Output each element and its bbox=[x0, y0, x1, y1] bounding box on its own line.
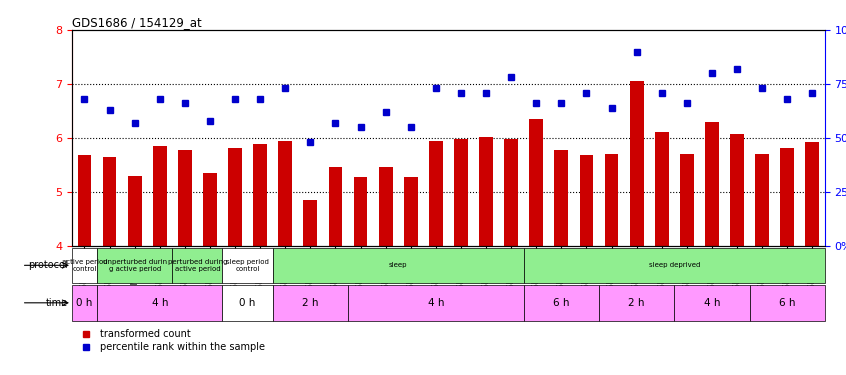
Bar bbox=[72, 248, 97, 283]
Bar bbox=[278, 141, 292, 246]
Bar bbox=[805, 142, 819, 246]
Bar bbox=[429, 141, 442, 246]
Text: sleep: sleep bbox=[389, 262, 408, 268]
Bar bbox=[272, 248, 524, 283]
Bar bbox=[479, 137, 493, 246]
Bar bbox=[404, 177, 418, 246]
Text: sleep deprived: sleep deprived bbox=[649, 262, 700, 268]
Text: unperturbed durin
g active period: unperturbed durin g active period bbox=[102, 259, 167, 272]
Bar bbox=[504, 139, 518, 246]
Bar bbox=[674, 285, 750, 321]
Bar bbox=[780, 147, 794, 246]
Bar bbox=[580, 155, 593, 246]
Bar bbox=[348, 285, 524, 321]
Bar bbox=[524, 285, 599, 321]
Text: 6 h: 6 h bbox=[779, 298, 795, 308]
Bar bbox=[629, 81, 644, 246]
Bar bbox=[203, 173, 217, 246]
Bar bbox=[530, 119, 543, 246]
Bar bbox=[599, 285, 674, 321]
Bar bbox=[354, 177, 367, 246]
Text: 4 h: 4 h bbox=[704, 298, 720, 308]
Bar bbox=[222, 248, 272, 283]
Text: perturbed during
active period: perturbed during active period bbox=[168, 259, 227, 272]
Bar bbox=[228, 147, 242, 246]
Text: GDS1686 / 154129_at: GDS1686 / 154129_at bbox=[72, 16, 201, 29]
Text: time: time bbox=[46, 298, 68, 308]
Bar bbox=[454, 139, 468, 246]
Bar bbox=[173, 248, 222, 283]
Bar bbox=[554, 150, 569, 246]
Bar bbox=[153, 146, 167, 246]
Bar bbox=[379, 168, 393, 246]
Bar bbox=[680, 154, 694, 246]
Bar bbox=[304, 200, 317, 246]
Bar bbox=[253, 144, 267, 246]
Text: protocol: protocol bbox=[28, 260, 68, 270]
Text: active period
control: active period control bbox=[62, 259, 107, 272]
Bar bbox=[655, 132, 668, 246]
Legend: transformed count, percentile rank within the sample: transformed count, percentile rank withi… bbox=[77, 329, 265, 352]
Text: 2 h: 2 h bbox=[629, 298, 645, 308]
Text: 4 h: 4 h bbox=[427, 298, 444, 308]
Bar bbox=[128, 176, 141, 246]
Bar bbox=[102, 157, 117, 246]
Bar bbox=[72, 285, 97, 321]
Bar bbox=[524, 248, 825, 283]
Bar bbox=[705, 122, 719, 246]
Text: 6 h: 6 h bbox=[553, 298, 569, 308]
Bar bbox=[97, 248, 173, 283]
Bar bbox=[178, 150, 192, 246]
Bar bbox=[272, 285, 348, 321]
Bar bbox=[78, 155, 91, 246]
Text: 0 h: 0 h bbox=[239, 298, 255, 308]
Text: 2 h: 2 h bbox=[302, 298, 319, 308]
Bar bbox=[328, 168, 343, 246]
Bar bbox=[755, 154, 769, 246]
Bar bbox=[97, 285, 222, 321]
Text: sleep period
control: sleep period control bbox=[226, 259, 269, 272]
Bar bbox=[605, 154, 618, 246]
Bar bbox=[222, 285, 272, 321]
Text: 0 h: 0 h bbox=[76, 298, 93, 308]
Text: 4 h: 4 h bbox=[151, 298, 168, 308]
Bar bbox=[750, 285, 825, 321]
Bar bbox=[730, 134, 744, 246]
